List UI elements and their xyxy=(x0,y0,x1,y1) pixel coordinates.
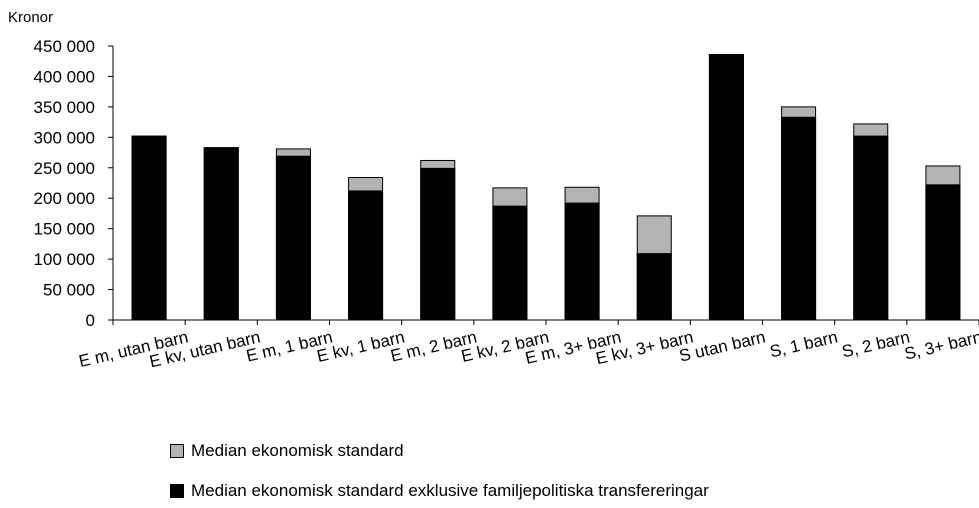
legend-swatch-median xyxy=(170,444,184,458)
y-tick-label: 450 000 xyxy=(34,37,95,56)
y-tick-label: 300 000 xyxy=(34,128,95,147)
bar-median-exkl xyxy=(492,205,528,321)
bar-median-exkl xyxy=(708,54,744,321)
bars xyxy=(131,54,961,321)
bar-median-exkl xyxy=(275,155,311,321)
bar-median-exkl xyxy=(925,184,961,321)
y-axis-unit-label: Kronor xyxy=(8,9,53,26)
legend-label-median-exkl: Median ekonomisk standard exklusive fami… xyxy=(191,481,709,500)
bar-median-exkl xyxy=(420,167,456,321)
y-tick-label: 100 000 xyxy=(34,250,95,269)
bar-median-exkl xyxy=(636,253,672,321)
x-tick-label: S, 1 barn xyxy=(768,327,840,361)
legend-label-median: Median ekonomisk standard xyxy=(191,441,404,460)
y-tick-label: 200 000 xyxy=(34,189,95,208)
legend-item-median: Median ekonomisk standard xyxy=(170,441,404,461)
bar-median-exkl xyxy=(203,147,239,321)
bar-median-exkl xyxy=(781,116,817,321)
bar-median-exkl xyxy=(564,202,600,321)
legend-swatch-median-exkl xyxy=(170,484,184,498)
y-tick-label: 50 000 xyxy=(43,281,95,300)
y-tick-label: 400 000 xyxy=(34,67,95,86)
y-tick-label: 0 xyxy=(86,311,95,330)
x-tick-label: S, 2 barn xyxy=(840,327,912,361)
y-tick-label: 250 000 xyxy=(34,159,95,178)
legend-item-median-exkl: Median ekonomisk standard exklusive fami… xyxy=(170,481,709,501)
y-tick-label: 350 000 xyxy=(34,98,95,117)
bar-median-exkl xyxy=(348,190,384,321)
bar-median-exkl xyxy=(853,135,889,321)
y-axis: 0 50 000 100 000 150 000 200 000 250 000 300 0… xyxy=(34,37,114,330)
x-tick-label: S, 3+ barn xyxy=(903,327,979,363)
bar-median-exkl xyxy=(131,135,167,321)
y-tick-label: 150 000 xyxy=(34,220,95,239)
